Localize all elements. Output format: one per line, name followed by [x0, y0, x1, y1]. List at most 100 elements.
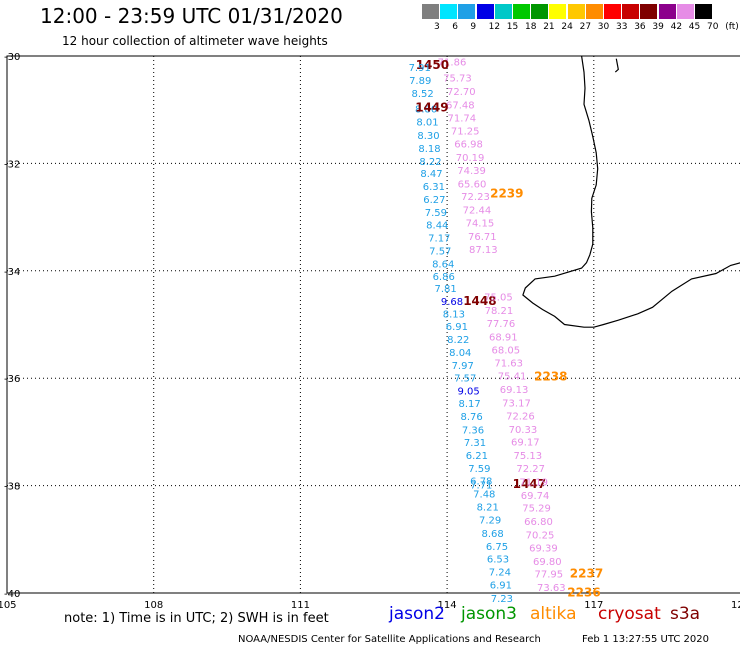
legend-swatch [658, 4, 676, 19]
legend-swatch [458, 4, 476, 19]
legend-label: 70 [707, 22, 719, 32]
wave-height-value: 7.97 [452, 361, 474, 372]
wave-height-value: 70.25 [526, 531, 555, 542]
pass-label: 1450 [416, 58, 449, 72]
map-title: 12:00 - 23:59 UTC 01/31/2020 [40, 4, 343, 28]
wave-height-value: 8.13 [443, 309, 465, 320]
wave-height-value: 7.23 [491, 594, 513, 605]
wave-height-value: 72.70 [447, 87, 476, 98]
wave-height-value: 8.22 [447, 335, 469, 346]
wave-height-value: 74.15 [466, 219, 495, 230]
y-tick-label: -34 [4, 267, 20, 278]
legend-label: 15 [506, 22, 519, 32]
wave-height-value: 7.89 [409, 76, 431, 87]
wave-height-value: 69.13 [500, 385, 529, 396]
legend-swatch [695, 4, 712, 19]
wave-height-value: 7.36 [462, 425, 484, 436]
wave-height-value: 8.22 [419, 157, 441, 168]
legend-label: 18 [525, 22, 537, 32]
wave-height-value: 8.52 [411, 89, 433, 100]
wave-height-value: 6.78 [470, 476, 492, 487]
wave-height-value: 7.59 [468, 464, 490, 475]
wave-height-value: 7.59 [425, 208, 447, 219]
wave-height-value: 7.31 [464, 438, 486, 449]
mission-label: jason2 [389, 604, 445, 624]
wave-height-value: 71.86 [438, 57, 467, 68]
wave-height-value: 8.68 [481, 529, 503, 540]
legend-label: 3 [434, 22, 440, 32]
x-tick-label: 105 [0, 600, 17, 611]
wave-height-value: 8.17 [458, 399, 480, 410]
wave-height-value: 73.63 [537, 583, 566, 594]
wave-height-value: 7.48 [473, 490, 495, 501]
legend-swatch [549, 4, 567, 19]
legend-label: 12 [488, 22, 501, 32]
wave-height-value: 7.57 [429, 247, 451, 258]
wave-height-value: 8.04 [449, 348, 471, 359]
wave-height-value: 75.13 [513, 451, 542, 462]
legend-label: 42 [670, 22, 683, 32]
wave-height-value: 8.30 [417, 131, 439, 142]
legend-label: 27 [579, 22, 592, 32]
wave-height-value: 71.63 [494, 359, 523, 370]
wave-height-value: 7.91 [409, 63, 431, 74]
credit-text: NOAA/NESDIS Center for Satellite Applica… [238, 634, 541, 645]
wave-height-value: 8.76 [460, 412, 482, 423]
y-tick-label: -36 [4, 374, 20, 385]
wave-height-value: 71.74 [447, 113, 476, 124]
wave-height-value: 8.18 [418, 144, 440, 155]
legend-swatch [422, 4, 439, 19]
legend-label: 30 [597, 22, 610, 32]
y-tick-label: -30 [4, 52, 20, 63]
wave-height-value: 75.73 [443, 74, 472, 85]
legend-label: 6 [452, 22, 458, 32]
wave-height-value: 6.27 [423, 195, 445, 206]
legend-swatch [585, 4, 603, 19]
legend-label: 45 [688, 22, 701, 32]
x-tick-label: 117 [584, 600, 603, 611]
wave-height-value: 65.60 [458, 179, 487, 190]
legend-swatch [513, 4, 530, 19]
wave-height-value: 69.17 [511, 438, 540, 449]
wave-height-value: 7.71 [470, 481, 492, 492]
wave-height-value: 72.44 [463, 206, 492, 217]
timestamp-text: Feb 1 13:27:55 UTC 2020 [582, 634, 709, 645]
wave-height-value: 9.05 [457, 387, 479, 398]
wave-height-value: 7.81 [434, 284, 456, 295]
legend-swatch [476, 4, 494, 19]
wave-height-value: 69.80 [533, 557, 562, 568]
wave-height-value: 67.48 [446, 100, 475, 111]
pass-label: 2239 [490, 187, 523, 201]
x-tick-label: 108 [144, 600, 163, 611]
wave-height-value: 7.29 [479, 516, 501, 527]
wave-height-value: 87.13 [469, 245, 498, 256]
note-text: note: 1) Time is in UTC; 2) SWH is in fe… [64, 611, 329, 626]
wave-height-value: 75.05 [484, 293, 513, 304]
legend-swatch [676, 4, 694, 19]
wave-height-value: 70.19 [456, 153, 485, 164]
coastline [522, 55, 740, 328]
legend-swatch [440, 4, 458, 19]
legend-swatch [567, 4, 585, 19]
wave-height-value: 78.21 [485, 306, 514, 317]
wave-height-value: 76.71 [468, 232, 497, 243]
wave-height-value: 71.25 [451, 127, 480, 138]
wave-height-value: 77.95 [534, 570, 563, 581]
x-tick-label: 114 [438, 600, 457, 611]
wave-height-value: 77.76 [487, 319, 516, 330]
wave-height-value: 8.44 [426, 221, 448, 232]
wave-height-value: 8.64 [432, 259, 454, 270]
wave-height-value: 69.74 [521, 491, 550, 502]
wave-height-value: 6.53 [487, 555, 509, 566]
wave-height-value: 8.01 [416, 118, 438, 129]
wave-height-value: 70.33 [509, 425, 538, 436]
wave-height-value: 68.05 [491, 345, 520, 356]
legend-label: (ft) [725, 22, 739, 32]
wave-height-value: 8.80 [415, 105, 437, 116]
wave-height-value: 72.27 [516, 464, 545, 475]
pass-label: 1449 [415, 101, 448, 115]
legend-label: 9 [470, 22, 477, 32]
wave-height-value: 72.26 [506, 411, 535, 422]
legend-swatch [531, 4, 549, 19]
